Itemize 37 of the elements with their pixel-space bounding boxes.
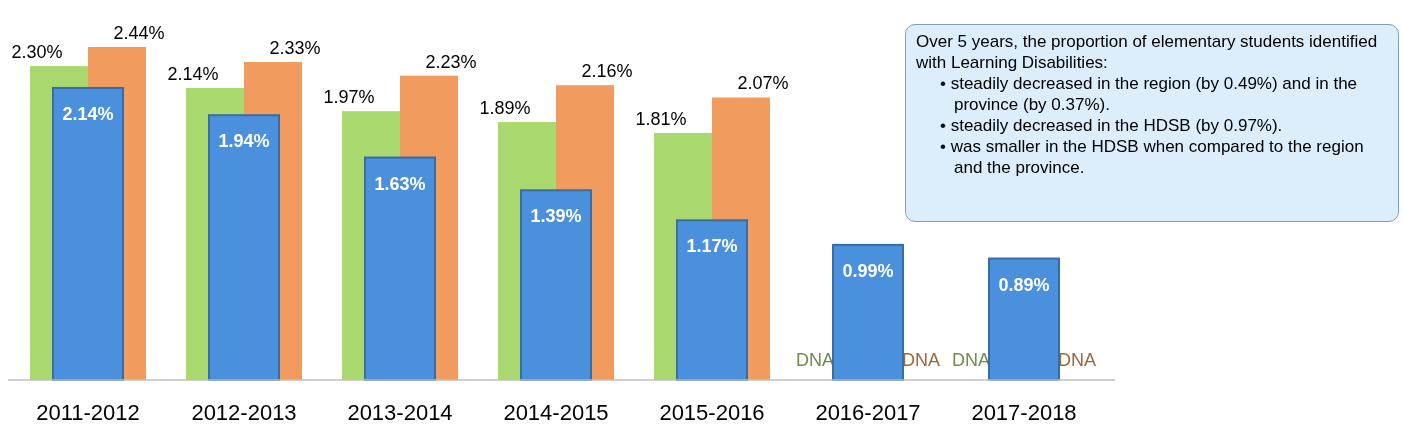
x-tick-label: 2016-2017	[815, 400, 921, 425]
data-label: 1.89%	[479, 98, 531, 119]
data-label: 1.17%	[686, 236, 738, 257]
annotation: • was smaller in the HDSB when compared to the region and the province.	[940, 136, 1365, 178]
data-label: 2.14%	[62, 103, 114, 124]
bar	[676, 219, 748, 381]
data-label: 2.14%	[167, 63, 219, 84]
bar	[832, 243, 904, 381]
x-tick-label: 2012-2013	[191, 400, 297, 425]
data-label: 1.81%	[635, 108, 687, 129]
data-label: 1.63%	[374, 173, 426, 194]
data-label: 2.30%	[11, 42, 63, 63]
x-tick-label: 2014-2015	[503, 400, 609, 425]
data-label: 1.39%	[530, 206, 582, 227]
x-tick-label: 2013-2014	[347, 400, 453, 425]
data-label: 2.16%	[581, 61, 633, 82]
data-label: 2.07%	[737, 73, 789, 94]
bar	[988, 257, 1060, 381]
data-label: 2.44%	[113, 23, 165, 43]
text: DNA	[951, 350, 991, 370]
bar	[520, 189, 592, 381]
annotation: • steadily decreased in the HDSB (by 0.97%).	[940, 115, 1284, 136]
text: DNA	[795, 350, 835, 370]
data-label: 2.23%	[425, 51, 477, 72]
x-tick-label: 2011-2012	[36, 400, 140, 425]
data-label: 1.94%	[218, 131, 270, 152]
annotation: Over 5 years, the proportion of elementary students identified with Learning Disabilities:	[916, 31, 1379, 73]
annotation: • steadily decreased in the region (by 0.49%) and in the province (by 0.37%).	[940, 73, 1359, 115]
data-label: 0.99%	[842, 260, 894, 281]
bar	[364, 156, 436, 381]
x-tick-label: 2017-2018	[971, 400, 1077, 425]
bar	[208, 114, 280, 381]
bar	[52, 86, 124, 381]
data-label: 0.89%	[998, 274, 1050, 295]
data-label: 2.33%	[269, 38, 321, 59]
data-label: 1.97%	[323, 87, 375, 108]
x-tick-label: 2015-2016	[659, 400, 765, 425]
